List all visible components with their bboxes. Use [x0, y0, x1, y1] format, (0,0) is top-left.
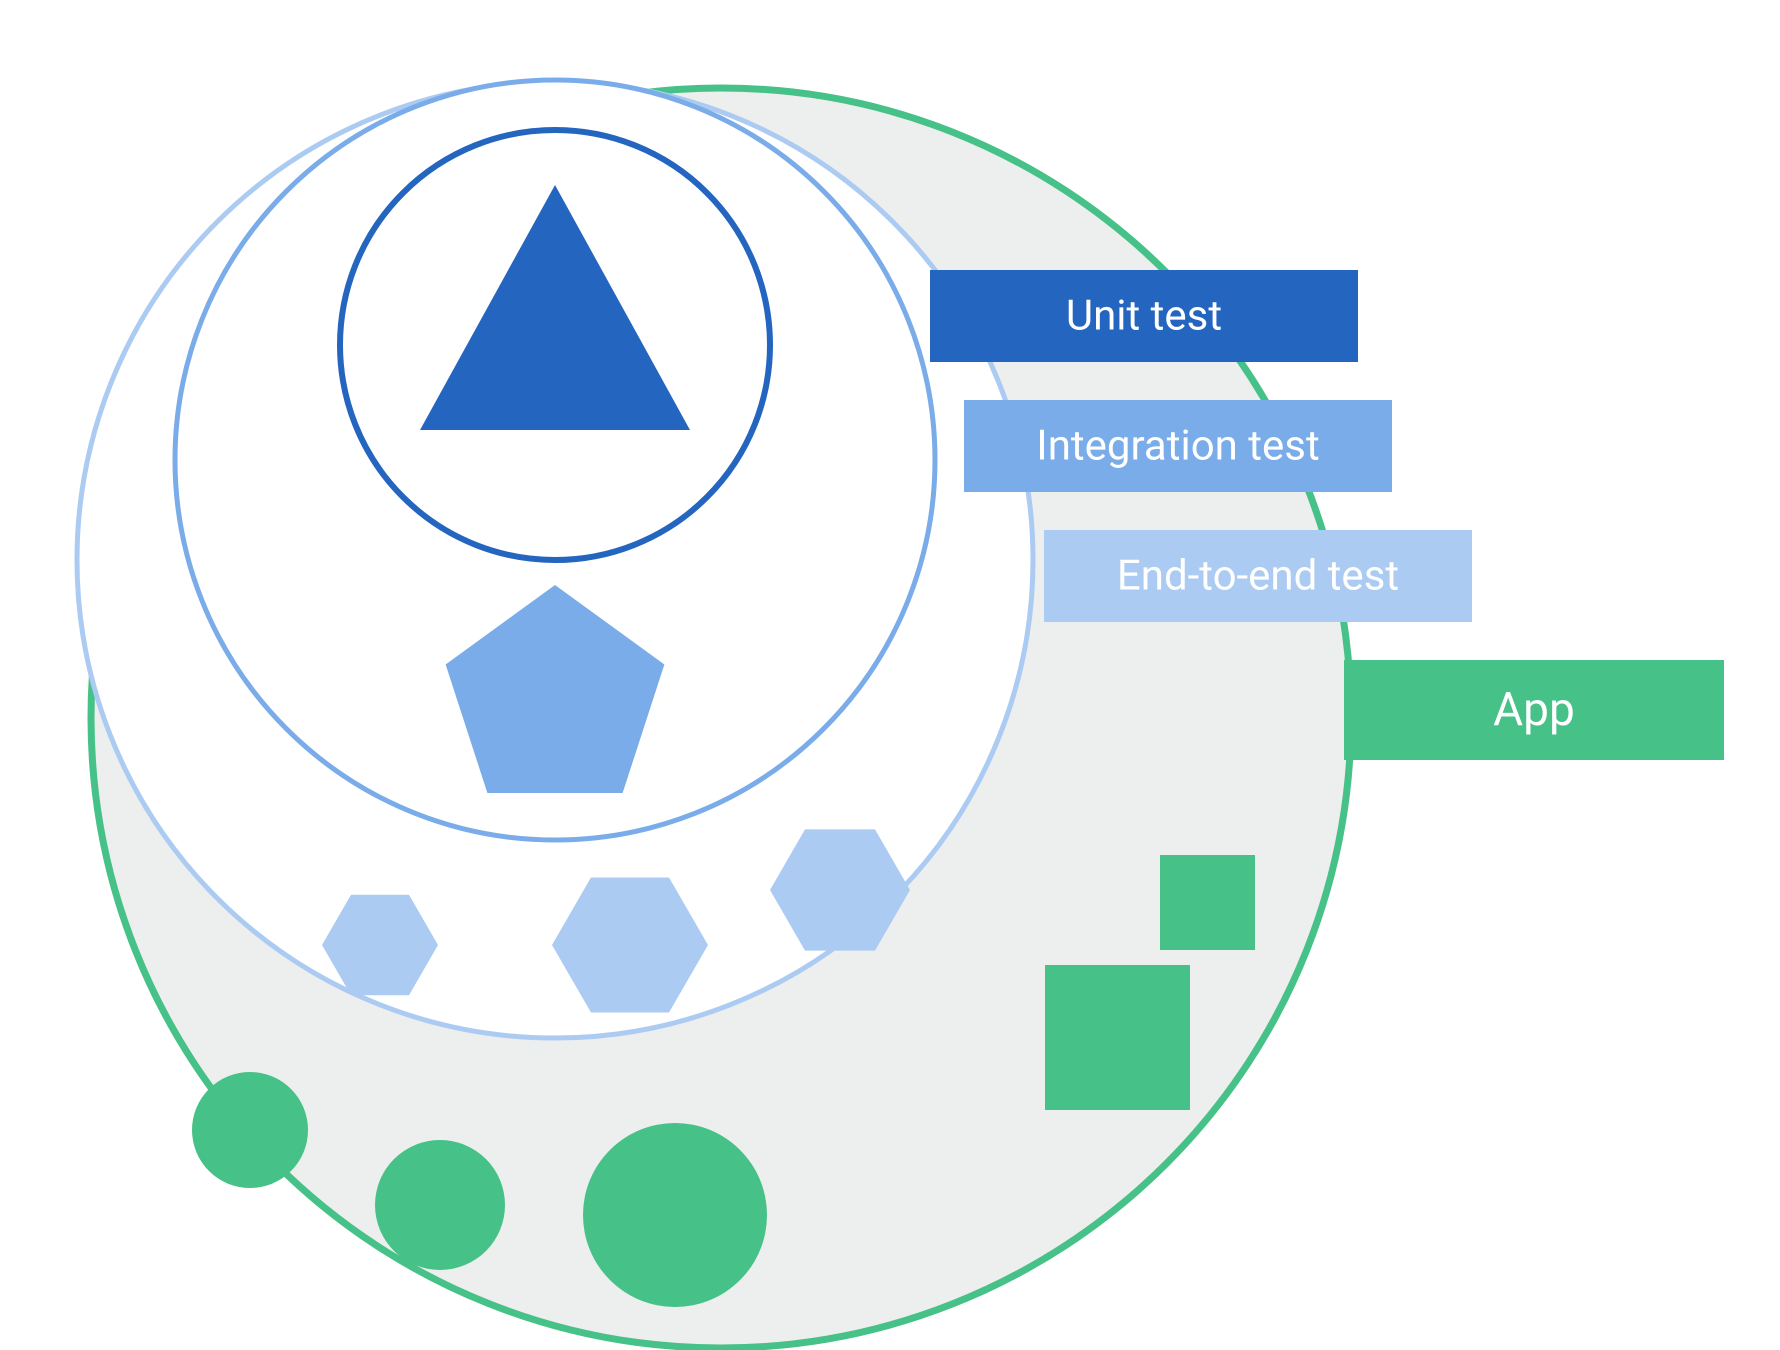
app-square-icon-0	[1045, 965, 1190, 1110]
app-label: App	[1344, 660, 1724, 760]
testing-scope-diagram: Unit test Integration test End-to-end test…	[0, 0, 1780, 1350]
unit-label-text: Unit test	[1066, 292, 1222, 341]
app-circle-icon-1	[375, 1140, 505, 1270]
app-square-icon-1	[1160, 855, 1255, 950]
integration-label-text: Integration test	[1036, 422, 1319, 471]
app-circle-icon-0	[192, 1072, 308, 1188]
e2e-label-text: End-to-end test	[1117, 552, 1399, 601]
integration-label: Integration test	[964, 400, 1392, 492]
app-label-text: App	[1493, 683, 1575, 737]
app-circle-icon-2	[583, 1123, 767, 1307]
e2e-label: End-to-end test	[1044, 530, 1472, 622]
unit-label: Unit test	[930, 270, 1358, 362]
